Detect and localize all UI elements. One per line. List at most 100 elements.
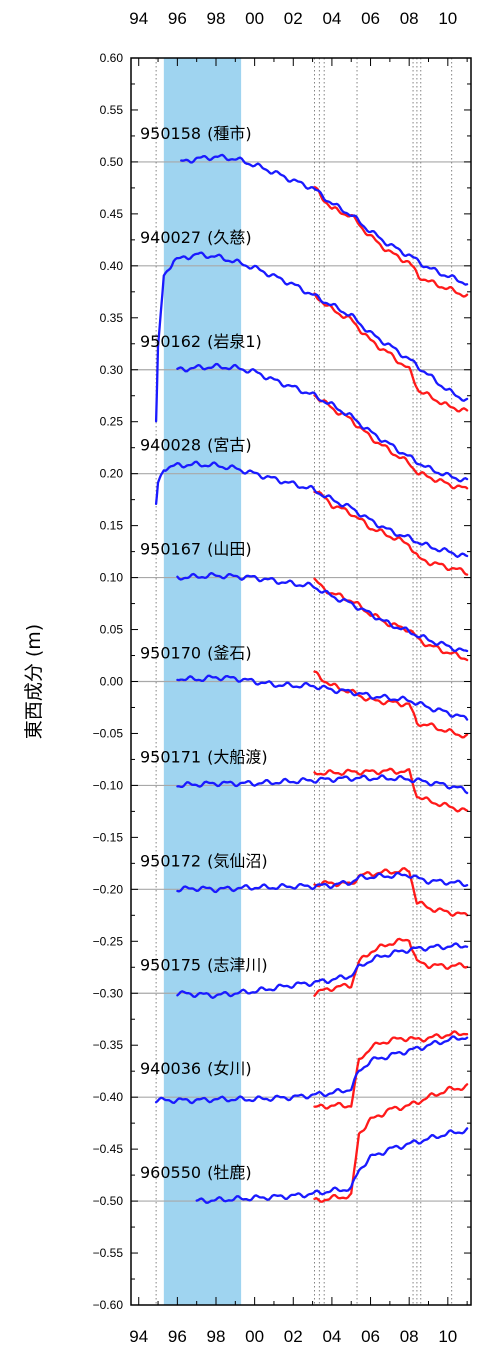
- x-tick-label-bottom-3: 00: [245, 1327, 264, 1346]
- y-tick-label-4: 0.40: [100, 259, 124, 273]
- x-tick-label-top-2: 98: [207, 9, 226, 28]
- series-red-940027: [313, 292, 469, 413]
- station-label-950167: 950167 (山田): [140, 540, 252, 559]
- x-tick-label-bottom-8: 10: [438, 1327, 457, 1346]
- series-red-950167: [313, 577, 469, 662]
- series-blue-950167: [176, 571, 469, 653]
- series-red-950171: [313, 767, 469, 813]
- series-layer: [154, 153, 469, 1204]
- station-label-950171: 950171 (大船渡): [140, 747, 268, 766]
- station-name-940036: (女川): [207, 1059, 252, 1078]
- station-name-950158: (種市): [207, 124, 252, 143]
- y-tick-label-21: −0.45: [93, 1142, 124, 1156]
- x-tick-label-top-5: 04: [322, 9, 341, 28]
- series-red-950175: [313, 937, 469, 997]
- series-red-960550: [313, 1083, 469, 1203]
- y-tick-label-8: 0.20: [100, 467, 124, 481]
- station-id-950158: 950158: [140, 124, 201, 143]
- y-tick-label-13: −0.05: [93, 726, 124, 740]
- x-tick-label-bottom-0: 94: [129, 1327, 148, 1346]
- y-tick-label-22: −0.50: [93, 1194, 124, 1208]
- y-tick-label-6: 0.30: [100, 363, 124, 377]
- station-id-940027: 940027: [140, 228, 201, 247]
- y-tick-label-10: 0.10: [100, 571, 124, 585]
- series-blue-950175: [176, 942, 469, 1000]
- y-tick-label-0: 0.60: [100, 51, 124, 65]
- x-tick-label-bottom-4: 02: [284, 1327, 303, 1346]
- x-tick-label-bottom-2: 98: [207, 1327, 226, 1346]
- x-tick-label-top-1: 96: [168, 9, 187, 28]
- x-tick-label-bottom-1: 96: [168, 1327, 187, 1346]
- y-tick-label-14: −0.10: [93, 778, 124, 792]
- station-id-960550: 960550: [140, 1163, 201, 1182]
- series-blue-950162: [176, 362, 469, 483]
- series-blue-950171: [176, 774, 469, 795]
- station-id-950171: 950171: [140, 747, 201, 766]
- y-tick-label-12: 0.00: [100, 675, 124, 689]
- y-tick-label-1: 0.55: [100, 103, 124, 117]
- station-label-960550: 960550 (牡鹿): [140, 1163, 252, 1182]
- x-tick-label-top-8: 10: [438, 9, 457, 28]
- x-tick-label-top-7: 08: [400, 9, 419, 28]
- station-id-950175: 950175: [140, 955, 201, 974]
- series-blue-940036: [154, 1035, 469, 1105]
- station-label-950170: 950170 (釜石): [140, 644, 252, 663]
- y-tick-label-2: 0.50: [100, 155, 124, 169]
- station-labels-layer: 950158 (種市) 940027 (久慈) 950162 (岩泉1) 940028 (宮古…: [140, 124, 268, 1182]
- station-id-940036: 940036: [140, 1059, 201, 1078]
- series-blue-950158: [180, 153, 469, 286]
- y-tick-label-24: −0.60: [93, 1298, 124, 1312]
- y-tick-label-16: −0.20: [93, 882, 124, 896]
- station-name-950167: (山田): [207, 540, 252, 559]
- y-tick-label-5: 0.35: [100, 311, 124, 325]
- station-id-950167: 950167: [140, 540, 201, 559]
- series-blue-940028: [154, 460, 469, 558]
- series-red-950162: [313, 394, 469, 490]
- x-tick-label-top-0: 94: [129, 9, 148, 28]
- axis-layer: 0.60 0.55 0.50 0.45 0.40 0.35 0.30 0.25 0.20 0.15…: [93, 9, 471, 1346]
- series-blue-950170: [176, 674, 469, 721]
- y-tick-label-23: −0.55: [93, 1246, 124, 1260]
- station-label-940027: 940027 (久慈): [140, 228, 252, 247]
- station-id-940028: 940028: [140, 436, 201, 455]
- y-tick-label-15: −0.15: [93, 830, 124, 844]
- series-blue-940027: [154, 251, 469, 423]
- y-tick-label-3: 0.45: [100, 207, 124, 221]
- station-name-950162: (岩泉1): [207, 332, 262, 351]
- x-tick-label-top-3: 00: [245, 9, 264, 28]
- y-tick-label-18: −0.30: [93, 986, 124, 1000]
- y-tick-label-11: 0.05: [100, 623, 124, 637]
- station-name-960550: (牡鹿): [207, 1163, 252, 1182]
- y-axis-label: 東西成分 (m): [23, 624, 45, 739]
- station-label-950175: 950175 (志津川): [140, 955, 268, 974]
- x-tick-label-bottom-7: 08: [400, 1327, 419, 1346]
- station-label-950158: 950158 (種市): [140, 124, 252, 143]
- station-id-950162: 950162: [140, 332, 201, 351]
- series-blue-950172: [176, 871, 469, 894]
- station-id-950170: 950170: [140, 644, 201, 663]
- y-tick-label-19: −0.35: [93, 1038, 124, 1052]
- station-id-950172: 950172: [140, 851, 201, 870]
- series-red-940028: [313, 490, 469, 576]
- x-tick-label-top-4: 02: [284, 9, 303, 28]
- series-red-940036: [313, 1030, 469, 1110]
- station-name-950171: (大船渡): [207, 747, 268, 766]
- x-tick-label-top-6: 06: [361, 9, 380, 28]
- station-label-940028: 940028 (宮古): [140, 436, 252, 455]
- y-tick-label-7: 0.25: [100, 415, 124, 429]
- x-tick-label-bottom-5: 04: [322, 1327, 341, 1346]
- station-name-950170: (釜石): [207, 644, 252, 663]
- station-name-940027: (久慈): [207, 228, 252, 247]
- station-label-950162: 950162 (岩泉1): [140, 332, 262, 351]
- series-red-950172: [313, 867, 469, 917]
- station-name-950172: (気仙沼): [207, 851, 268, 870]
- x-tick-label-bottom-6: 06: [361, 1327, 380, 1346]
- station-label-940036: 940036 (女川): [140, 1059, 252, 1078]
- y-tick-label-9: 0.15: [100, 519, 124, 533]
- y-tick-label-17: −0.25: [93, 934, 124, 948]
- series-red-950158: [313, 185, 469, 298]
- series-blue-960550: [195, 1127, 469, 1204]
- y-tick-label-20: −0.40: [93, 1090, 124, 1104]
- station-name-940028: (宮古): [207, 436, 252, 455]
